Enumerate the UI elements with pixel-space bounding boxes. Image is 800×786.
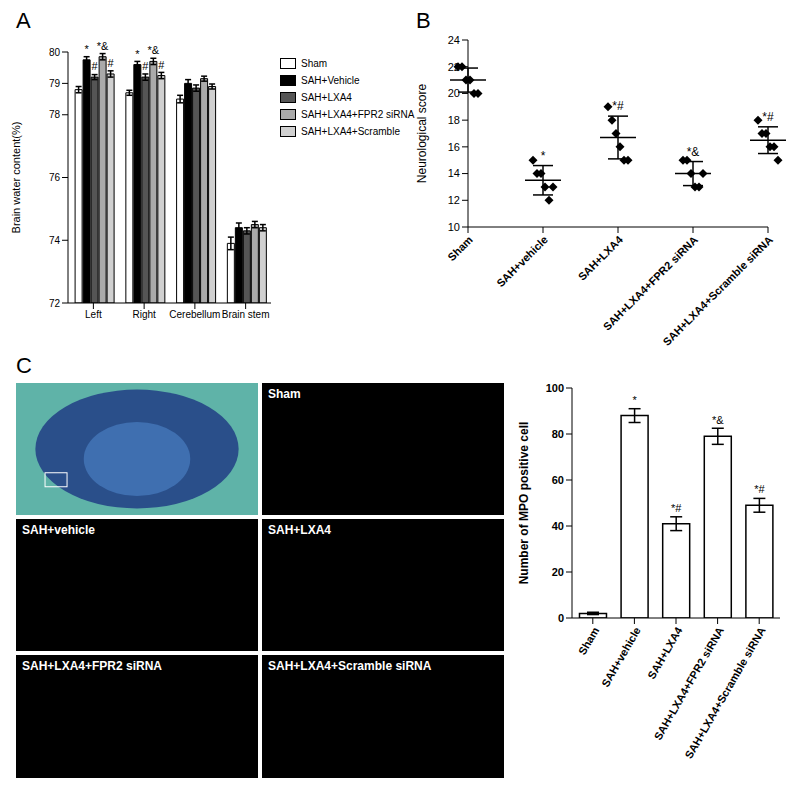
html-text:B: B [416, 8, 431, 33]
html-text:A: A [16, 8, 31, 33]
svg-text:16: 16 [448, 141, 460, 153]
svg-text:*#: *# [612, 99, 624, 113]
svg-text:*: * [541, 149, 546, 163]
svg-text:76: 76 [49, 172, 61, 183]
html-text:Sham: Sham [268, 387, 301, 401]
svg-text:Sham: Sham [576, 625, 601, 657]
svg-text:SAH+LXA4+Scramble siRNA: SAH+LXA4+Scramble siRNA [682, 625, 767, 761]
svg-text:SAH+LXA4: SAH+LXA4 [645, 624, 685, 681]
html-text:SAH+LXA4+Scramble: SAH+LXA4+Scramble [301, 126, 400, 137]
html-text:SAH+vehicle: SAH+vehicle [22, 523, 95, 537]
svg-text:#: # [158, 59, 165, 71]
svg-text:*&: *& [148, 44, 160, 56]
svg-text:*: * [632, 394, 637, 406]
html-text:SAH+LXA4+FPR2 siRNA: SAH+LXA4+FPR2 siRNA [22, 659, 162, 673]
svg-text:0: 0 [558, 612, 564, 624]
svg-text:40: 40 [552, 520, 564, 532]
svg-text:20: 20 [448, 87, 460, 99]
svg-text:24: 24 [448, 34, 460, 46]
svg-text:#: # [108, 57, 115, 69]
svg-text:*#: *# [671, 502, 682, 514]
svg-text:SAH+vehicle: SAH+vehicle [494, 233, 550, 289]
svg-text:SAH+LXA4: SAH+LXA4 [576, 233, 626, 283]
html-text:SAH+Vehicle: SAH+Vehicle [301, 75, 360, 86]
svg-text:*#: *# [762, 110, 774, 124]
svg-text:Brain water content(%): Brain water content(%) [10, 122, 22, 234]
svg-text:SAH+LXA4+FPR2 siRNA: SAH+LXA4+FPR2 siRNA [600, 233, 700, 333]
svg-text:*: * [84, 43, 89, 55]
svg-text:80: 80 [552, 428, 564, 440]
svg-text:60: 60 [552, 474, 564, 486]
svg-text:Number of MPO positive cell: Number of MPO positive cell [517, 422, 531, 585]
svg-text:*: * [135, 48, 140, 60]
svg-text:14: 14 [448, 167, 460, 179]
svg-text:SAH+vehicle: SAH+vehicle [599, 625, 643, 689]
svg-text:10: 10 [448, 221, 460, 233]
svg-text:Cerebellum: Cerebellum [169, 309, 220, 320]
svg-text:Sham: Sham [445, 233, 475, 263]
svg-text:79: 79 [49, 78, 61, 89]
svg-text:18: 18 [448, 114, 460, 126]
svg-text:Left: Left [85, 309, 102, 320]
svg-text:*&: *& [97, 40, 109, 52]
svg-text:12: 12 [448, 194, 460, 206]
svg-text:Brain stem: Brain stem [222, 309, 270, 320]
svg-text:74: 74 [49, 235, 61, 246]
svg-text:*&: *& [687, 145, 700, 159]
svg-text:100: 100 [546, 382, 564, 394]
html-text:SAH+LXA4+FPR2 siRNA: SAH+LXA4+FPR2 siRNA [301, 109, 415, 120]
svg-text:72: 72 [49, 298, 61, 309]
svg-text:78: 78 [49, 109, 61, 120]
html-text:SAH+LXA4+Scramble siRNA: SAH+LXA4+Scramble siRNA [268, 659, 432, 673]
svg-text:#: # [92, 60, 99, 72]
html-text:Sham: Sham [301, 58, 328, 69]
html-text:C: C [16, 353, 32, 378]
html-text:SAH+LXA4: SAH+LXA4 [268, 523, 331, 537]
svg-text:Right: Right [132, 309, 156, 320]
svg-text:SAH+LXA4+Scramble siRNA: SAH+LXA4+Scramble siRNA [661, 233, 775, 347]
svg-text:22: 22 [448, 61, 460, 73]
svg-text:20: 20 [552, 566, 564, 578]
html-text:SAH+LXA4: SAH+LXA4 [301, 92, 352, 103]
svg-text:#: # [142, 60, 149, 72]
svg-text:Neurological score: Neurological score [415, 83, 429, 183]
svg-text:*#: *# [754, 483, 765, 495]
svg-text:*&: *& [712, 414, 724, 426]
svg-text:80: 80 [49, 47, 61, 58]
svg-text:SAH+LXA4+FPR2 siRNA: SAH+LXA4+FPR2 siRNA [652, 625, 727, 742]
